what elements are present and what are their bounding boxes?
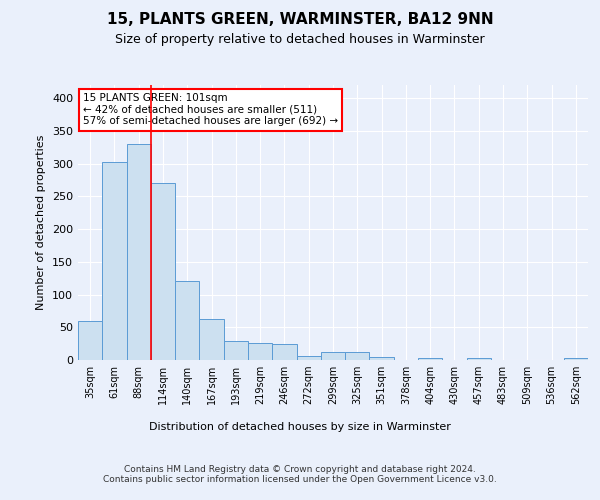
Text: Contains HM Land Registry data © Crown copyright and database right 2024.
Contai: Contains HM Land Registry data © Crown c… — [103, 465, 497, 484]
Bar — [321, 352, 345, 360]
Text: 15 PLANTS GREEN: 101sqm
← 42% of detached houses are smaller (511)
57% of semi-d: 15 PLANTS GREEN: 101sqm ← 42% of detache… — [83, 93, 338, 126]
Bar — [248, 343, 272, 360]
Bar — [345, 352, 370, 360]
Bar — [296, 356, 321, 360]
Bar — [175, 282, 199, 360]
Text: 15, PLANTS GREEN, WARMINSTER, BA12 9NN: 15, PLANTS GREEN, WARMINSTER, BA12 9NN — [107, 12, 493, 28]
Bar — [272, 344, 296, 360]
Text: Size of property relative to detached houses in Warminster: Size of property relative to detached ho… — [115, 32, 485, 46]
Bar — [102, 162, 127, 360]
Bar — [151, 183, 175, 360]
Bar — [199, 319, 224, 360]
Text: Distribution of detached houses by size in Warminster: Distribution of detached houses by size … — [149, 422, 451, 432]
Bar — [564, 358, 588, 360]
Bar — [224, 341, 248, 360]
Bar — [78, 320, 102, 360]
Bar — [370, 358, 394, 360]
Bar — [127, 144, 151, 360]
Bar — [418, 358, 442, 360]
Bar — [467, 358, 491, 360]
Y-axis label: Number of detached properties: Number of detached properties — [37, 135, 46, 310]
